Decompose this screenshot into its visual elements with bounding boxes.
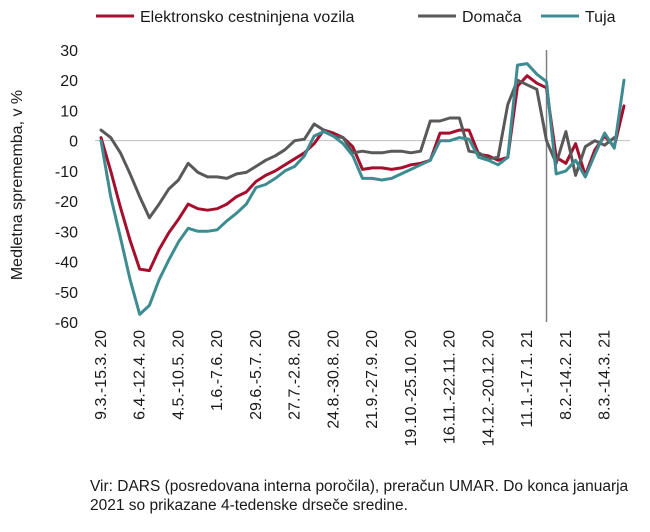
x-tick-label: 1.6.-7.6. 20 [209, 330, 226, 411]
x-tick-label: 19.10.-25.10. 20 [403, 330, 420, 447]
y-axis-label: Medletna sprememba, v % [9, 90, 26, 280]
legend-label-domaca: Domača [462, 9, 522, 26]
x-tick-label: 21.9.-27.9. 20 [364, 330, 381, 429]
y-tick-label: -20 [55, 194, 78, 211]
x-tick-label: 9.3.-15.3. 20 [93, 330, 110, 420]
x-tick-label: 29.6.-5.7. 20 [248, 330, 265, 420]
y-tick-label: 20 [60, 73, 78, 90]
y-tick-label: 10 [60, 103, 78, 120]
x-tick-label: 14.12.-20.12. 20 [480, 330, 497, 447]
series-lines [99, 62, 626, 316]
x-tick-label: 24.8.-30.8. 20 [325, 330, 342, 429]
source-note: Vir: DARS (posredovana interna poročila)… [90, 478, 629, 514]
y-tick-label: -40 [55, 255, 78, 272]
series-line-tuja [99, 62, 626, 316]
y-axis-ticks: -60 -50 -40 -30 -20 -10 0 10 20 30 [55, 43, 78, 332]
legend: Elektronsko cestninjena vozila Domača Tuja [96, 9, 616, 26]
y-tick-label: -60 [55, 315, 78, 332]
x-tick-label: 6.4.-12.4. 20 [132, 330, 149, 420]
y-tick-label: -50 [55, 285, 78, 302]
series-line-elektronsko-cestninjena-vozila [99, 74, 626, 273]
x-tick-label: 8.2.-14.2. 21 [558, 330, 575, 420]
x-tick-label: 27.7.-2.8. 20 [287, 330, 304, 420]
y-tick-label: -10 [55, 164, 78, 181]
legend-label-elektronsko-cestninjena-vozila: Elektronsko cestninjena vozila [140, 9, 354, 26]
x-tick-label: 4.5.-10.5. 20 [170, 330, 187, 420]
y-tick-label: 0 [69, 134, 78, 151]
x-axis-ticks: 9.3.-15.3. 20 6.4.-12.4. 20 4.5.-10.5. 20 1… [93, 330, 614, 447]
x-tick-label: 11.1.-17.1. 21 [519, 330, 536, 428]
x-tick-label: 8.3.-14.3. 21 [597, 330, 614, 420]
y-tick-label: -30 [55, 224, 78, 241]
line-chart: Elektronsko cestninjena vozila Domača Tuja… [9, 9, 630, 447]
legend-label-tuja: Tuja [585, 9, 616, 26]
series-line-domaca [99, 78, 616, 220]
y-tick-label: 30 [60, 43, 78, 60]
x-tick-label: 16.11.-22.11. 20 [442, 330, 459, 444]
